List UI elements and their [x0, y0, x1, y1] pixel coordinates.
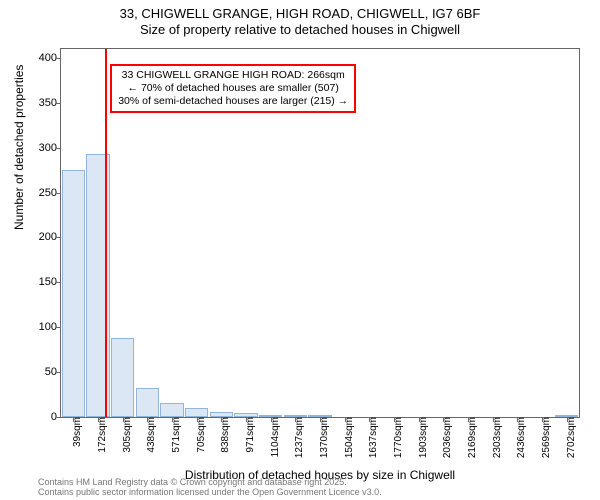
x-tick-mark: [517, 417, 518, 422]
x-tick-mark: [271, 417, 272, 422]
y-tick-mark: [56, 372, 61, 373]
annotation-line: 30% of semi-detached houses are larger (…: [118, 95, 348, 108]
histogram-bar: [160, 403, 183, 417]
x-tick-label: 1770sqm: [390, 417, 404, 458]
x-tick-label: 2036sqm: [439, 417, 453, 458]
x-tick-mark: [542, 417, 543, 422]
x-tick-label: 1637sqm: [365, 417, 379, 458]
x-tick-mark: [419, 417, 420, 422]
x-tick-label: 1504sqm: [341, 417, 355, 458]
annotation-callout: 33 CHIGWELL GRANGE HIGH ROAD: 266sqm← 70…: [110, 64, 356, 113]
histogram-bar: [136, 388, 159, 417]
x-tick-mark: [320, 417, 321, 422]
x-tick-label: 571sqm: [168, 417, 182, 453]
x-tick-mark: [295, 417, 296, 422]
y-tick-mark: [56, 282, 61, 283]
attribution-footer: Contains HM Land Registry data © Crown c…: [38, 478, 382, 498]
x-tick-label: 2569sqm: [538, 417, 552, 458]
x-tick-mark: [493, 417, 494, 422]
histogram-bar: [62, 170, 85, 417]
x-tick-mark: [172, 417, 173, 422]
chart-title-line2: Size of property relative to detached ho…: [0, 22, 600, 38]
x-tick-mark: [147, 417, 148, 422]
x-tick-mark: [567, 417, 568, 422]
x-tick-mark: [443, 417, 444, 422]
y-tick-mark: [56, 193, 61, 194]
histogram-bar: [185, 408, 208, 417]
x-tick-mark: [73, 417, 74, 422]
chart-title-line1: 33, CHIGWELL GRANGE, HIGH ROAD, CHIGWELL…: [0, 6, 600, 22]
x-tick-label: 2303sqm: [489, 417, 503, 458]
y-tick-mark: [56, 237, 61, 238]
x-tick-label: 705sqm: [193, 417, 207, 453]
histogram-chart: 05010015020025030035040039sqm172sqm305sq…: [60, 48, 580, 418]
y-tick-mark: [56, 327, 61, 328]
x-tick-mark: [394, 417, 395, 422]
x-tick-label: 172sqm: [94, 417, 108, 453]
x-tick-label: 438sqm: [143, 417, 157, 453]
x-tick-label: 1903sqm: [415, 417, 429, 458]
x-tick-mark: [197, 417, 198, 422]
x-tick-mark: [345, 417, 346, 422]
x-tick-mark: [468, 417, 469, 422]
x-tick-mark: [123, 417, 124, 422]
x-tick-mark: [221, 417, 222, 422]
x-tick-label: 1104sqm: [267, 417, 281, 457]
x-tick-label: 2169sqm: [464, 417, 478, 458]
x-tick-label: 1237sqm: [291, 417, 305, 458]
annotation-line: ← 70% of detached houses are smaller (50…: [118, 82, 348, 95]
y-tick-mark: [56, 148, 61, 149]
x-tick-mark: [246, 417, 247, 422]
y-tick-mark: [56, 58, 61, 59]
y-tick-mark: [56, 417, 61, 418]
x-tick-label: 971sqm: [242, 417, 256, 453]
x-tick-label: 2702sqm: [563, 417, 577, 458]
footer-line2: Contains public sector information licen…: [38, 488, 382, 498]
x-tick-mark: [369, 417, 370, 422]
x-tick-label: 1370sqm: [316, 417, 330, 458]
x-tick-mark: [98, 417, 99, 422]
x-tick-label: 305sqm: [119, 417, 133, 453]
x-tick-label: 39sqm: [69, 417, 83, 447]
y-tick-mark: [56, 103, 61, 104]
x-tick-label: 2436sqm: [513, 417, 527, 458]
x-tick-label: 838sqm: [217, 417, 231, 453]
histogram-bar: [111, 338, 134, 417]
reference-marker-line: [105, 49, 107, 417]
annotation-line: 33 CHIGWELL GRANGE HIGH ROAD: 266sqm: [118, 69, 348, 82]
